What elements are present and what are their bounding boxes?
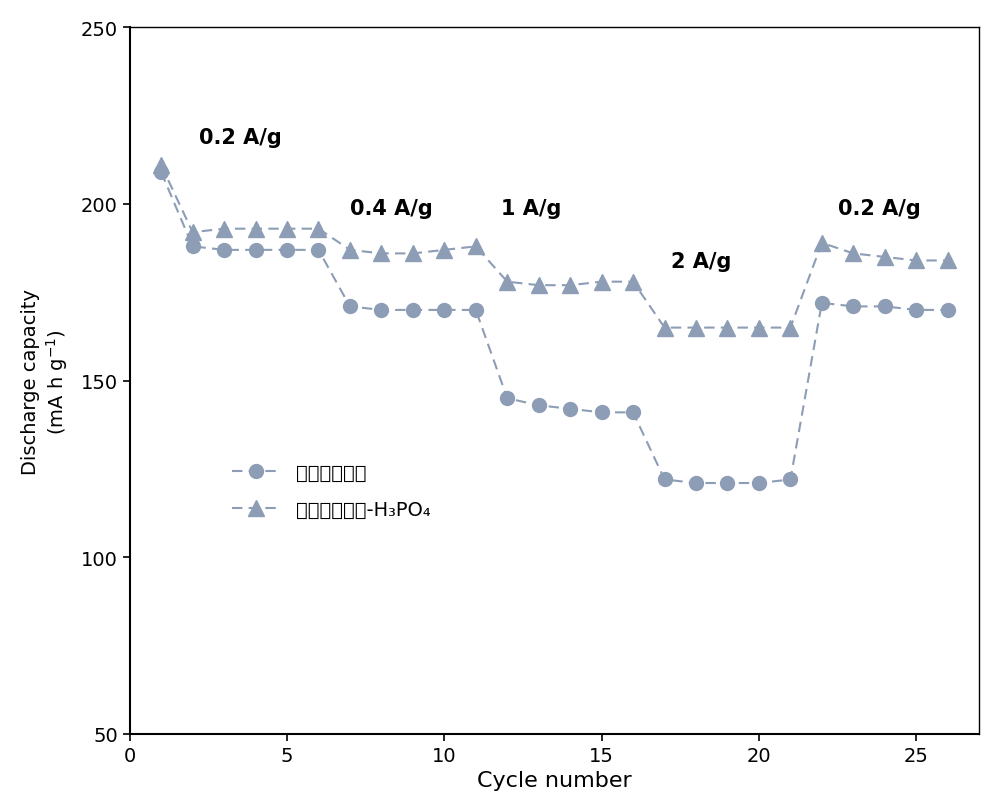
Line: 高电压靴酸锂-H₃PO₄: 高电压靴酸锂-H₃PO₄ xyxy=(154,158,955,336)
高电压靴酸锂 xyxy=(470,306,482,315)
高电压靴酸锂-H₃PO₄ xyxy=(816,238,828,248)
高电压靴酸锂 xyxy=(596,408,608,418)
Line: 高电压靴酸锂: 高电压靴酸锂 xyxy=(154,166,955,491)
高电压靴酸锂-H₃PO₄ xyxy=(187,228,199,238)
高电压靴酸锂-H₃PO₄ xyxy=(375,249,387,259)
高电压靴酸锂-H₃PO₄ xyxy=(879,253,891,263)
高电压靴酸锂 xyxy=(721,478,733,488)
高电压靴酸锂 xyxy=(438,306,450,315)
高电压靴酸锂-H₃PO₄ xyxy=(847,249,859,259)
高电压靴酸锂-H₃PO₄ xyxy=(910,256,922,266)
高电压靴酸锂 xyxy=(187,242,199,252)
高电压靴酸锂 xyxy=(218,246,230,255)
高电压靴酸锂 xyxy=(784,475,796,485)
X-axis label: Cycle number: Cycle number xyxy=(477,770,632,790)
高电压靴酸锂 xyxy=(910,306,922,315)
高电压靴酸锂-H₃PO₄ xyxy=(564,281,576,290)
Text: 0.2 A/g: 0.2 A/g xyxy=(199,128,282,148)
高电压靴酸锂 xyxy=(281,246,293,255)
高电压靴酸锂-H₃PO₄ xyxy=(312,225,324,234)
高电压靴酸锂-H₃PO₄ xyxy=(281,225,293,234)
高电压靴酸锂 xyxy=(312,246,324,255)
高电压靴酸锂 xyxy=(753,478,765,488)
高电压靴酸锂 xyxy=(501,394,513,404)
Text: 0.2 A/g: 0.2 A/g xyxy=(838,199,920,219)
高电压靴酸锂 xyxy=(533,401,545,410)
高电压靴酸锂-H₃PO₄ xyxy=(784,324,796,333)
高电压靴酸锂 xyxy=(879,303,891,312)
Text: 2 A/g: 2 A/g xyxy=(671,251,731,272)
高电压靴酸锂-H₃PO₄ xyxy=(942,256,954,266)
Text: 0.4 A/g: 0.4 A/g xyxy=(350,199,433,219)
Y-axis label: Discharge capacity
(mA h g$^{-1}$): Discharge capacity (mA h g$^{-1}$) xyxy=(21,288,70,474)
高电压靴酸锂-H₃PO₄ xyxy=(533,281,545,290)
高电压靴酸锂 xyxy=(155,168,167,178)
高电压靴酸锂-H₃PO₄ xyxy=(501,277,513,287)
高电压靴酸锂 xyxy=(690,478,702,488)
高电压靴酸锂-H₃PO₄ xyxy=(753,324,765,333)
高电压靴酸锂 xyxy=(627,408,639,418)
高电压靴酸锂 xyxy=(942,306,954,315)
高电压靴酸锂-H₃PO₄ xyxy=(721,324,733,333)
高电压靴酸锂-H₃PO₄ xyxy=(659,324,671,333)
高电压靴酸锂 xyxy=(250,246,262,255)
Text: 1 A/g: 1 A/g xyxy=(501,199,561,219)
高电压靴酸锂 xyxy=(375,306,387,315)
高电压靴酸锂-H₃PO₄ xyxy=(407,249,419,259)
高电压靴酸锂-H₃PO₄ xyxy=(690,324,702,333)
高电压靴酸锂-H₃PO₄ xyxy=(344,246,356,255)
高电压靴酸锂-H₃PO₄ xyxy=(627,277,639,287)
高电压靴酸锂 xyxy=(847,303,859,312)
高电压靴酸锂 xyxy=(344,303,356,312)
高电压靴酸锂 xyxy=(564,405,576,414)
高电压靴酸锂-H₃PO₄ xyxy=(596,277,608,287)
高电压靴酸锂 xyxy=(659,475,671,485)
高电压靴酸锂-H₃PO₄ xyxy=(250,225,262,234)
高电压靴酸锂 xyxy=(407,306,419,315)
Legend: 高电压靴酸锂, 高电压靴酸锂-H₃PO₄: 高电压靴酸锂, 高电压靴酸锂-H₃PO₄ xyxy=(224,456,439,526)
高电压靴酸锂-H₃PO₄ xyxy=(218,225,230,234)
高电压靴酸锂 xyxy=(816,298,828,308)
高电压靴酸锂-H₃PO₄ xyxy=(470,242,482,252)
高电压靴酸锂-H₃PO₄ xyxy=(155,161,167,171)
高电压靴酸锂-H₃PO₄ xyxy=(438,246,450,255)
